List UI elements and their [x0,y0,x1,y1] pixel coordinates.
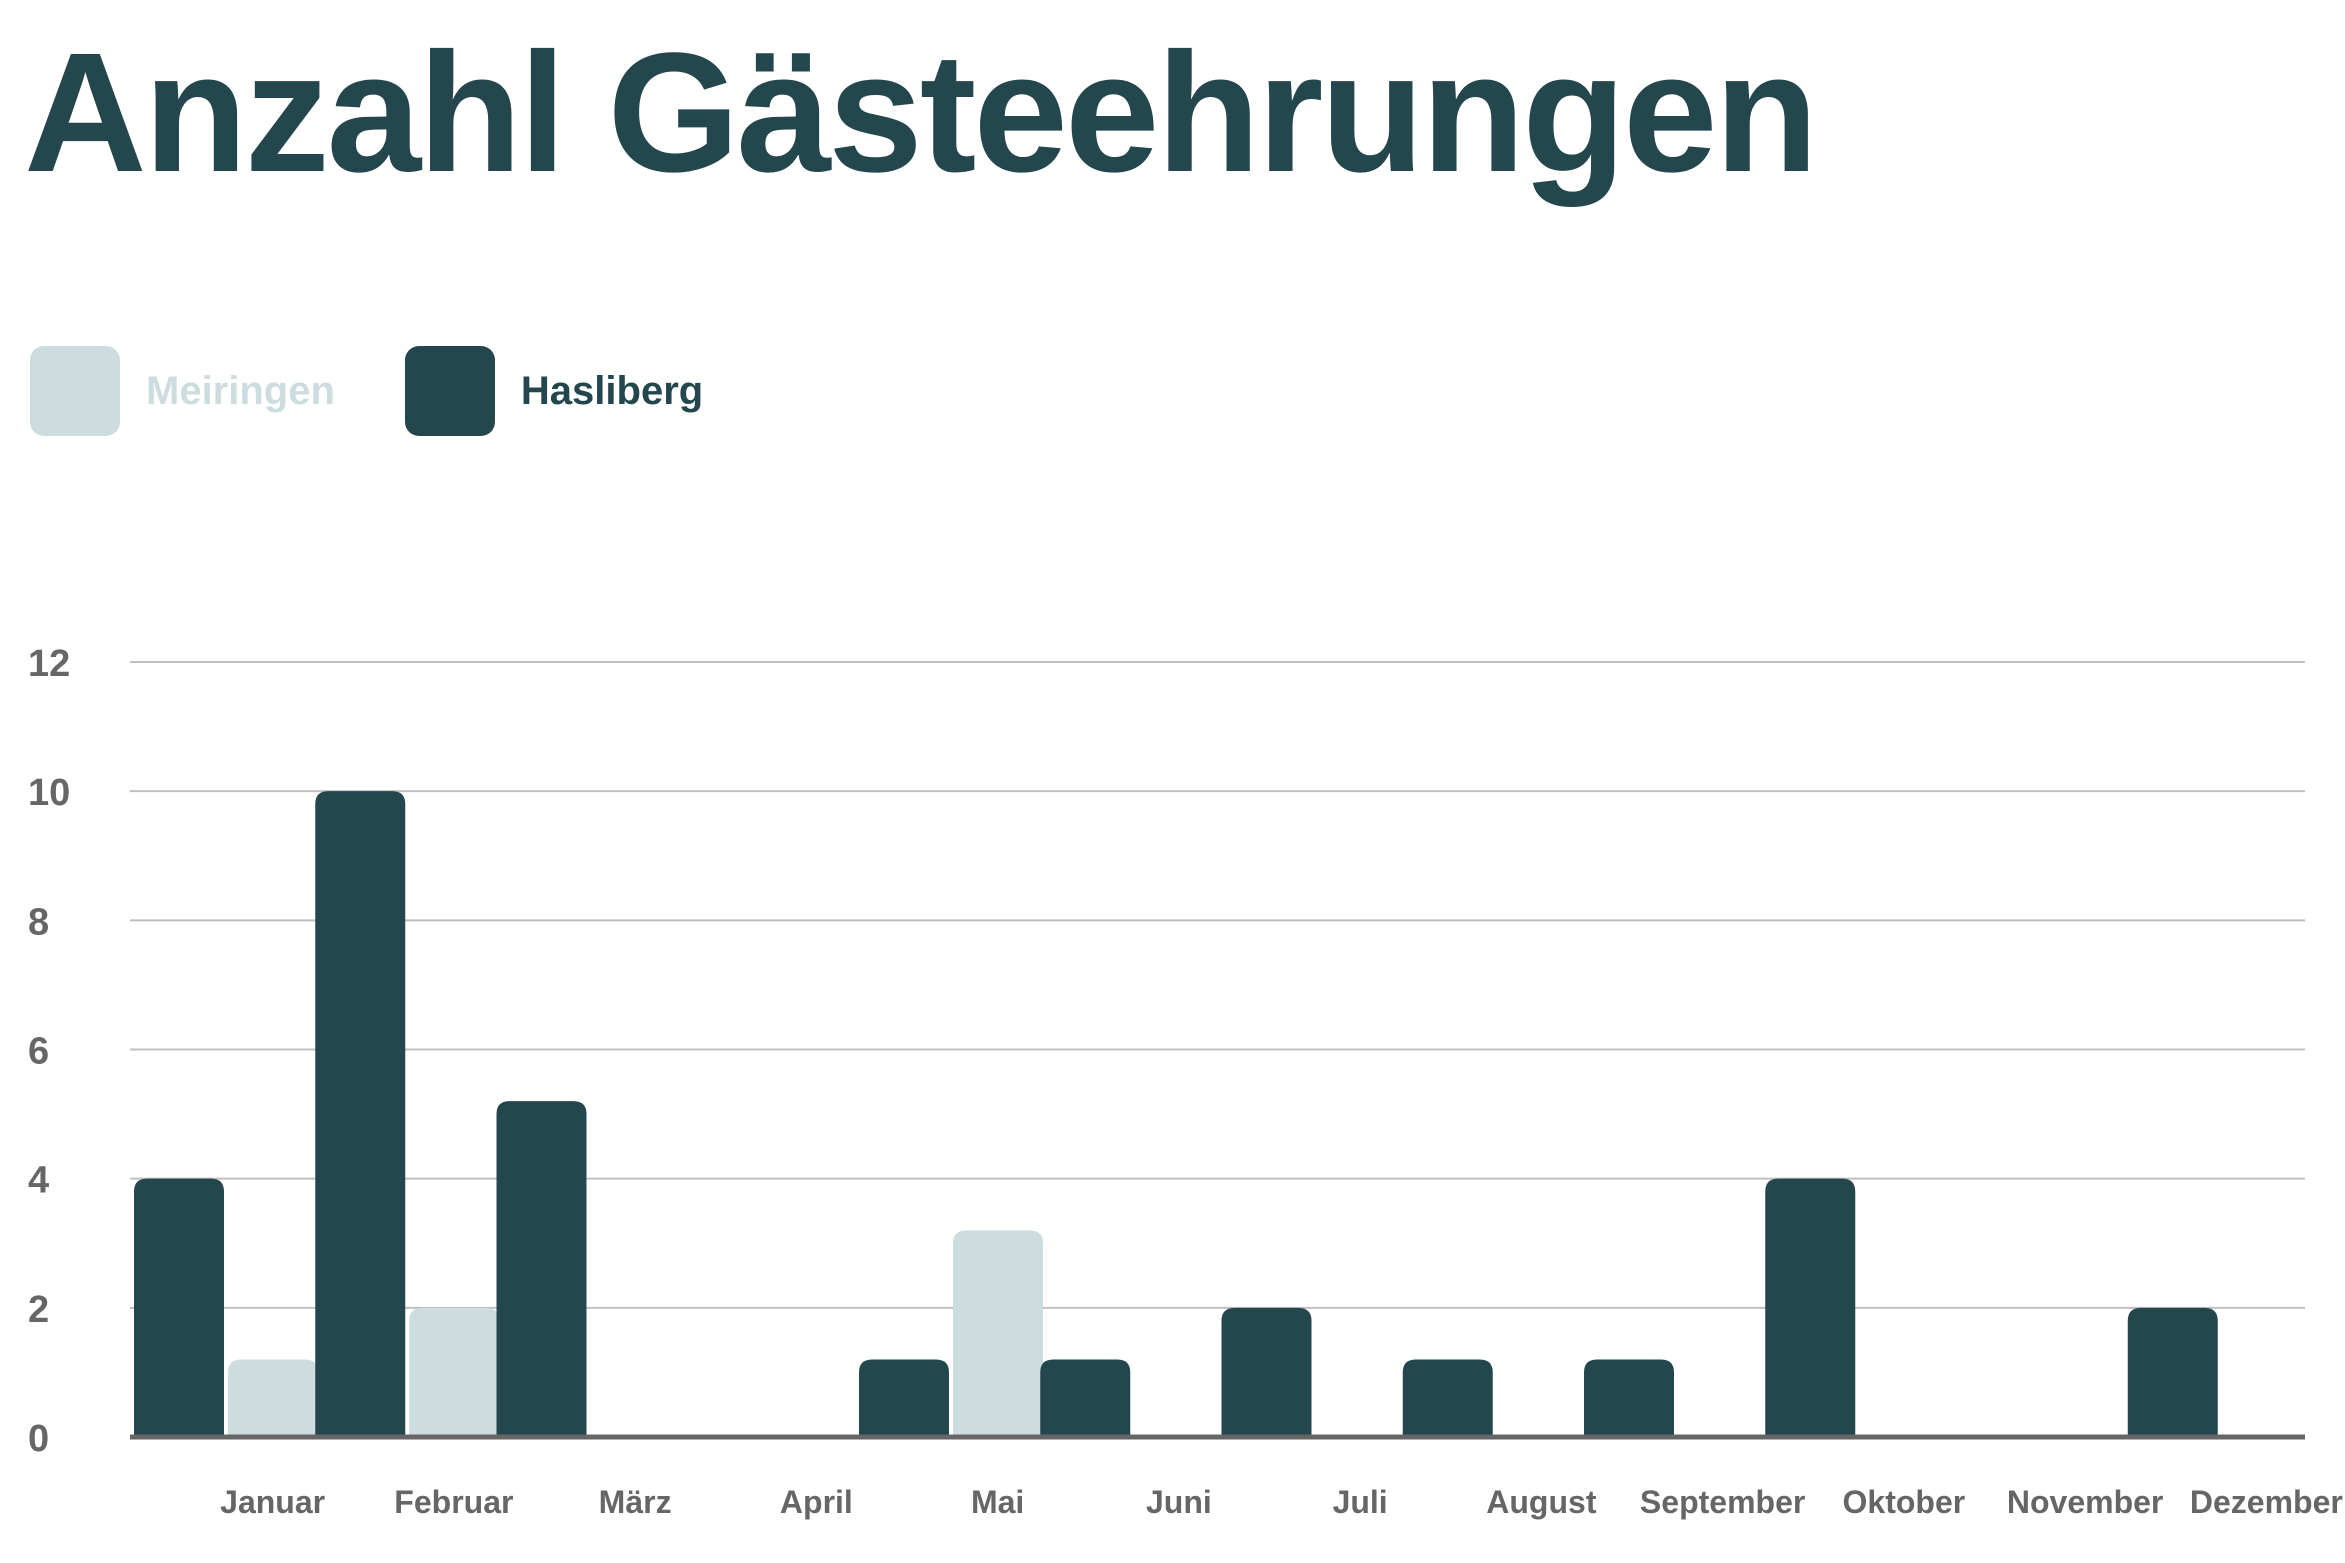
legend-item-meiringen: Meiringen [30,346,335,436]
bar-hasliberg [1765,1178,1856,1437]
bar-hasliberg [134,1178,224,1437]
y-tick-label: 0 [28,1418,49,1460]
bar-hasliberg [1402,1359,1493,1437]
bar-hasliberg [496,1101,587,1437]
x-tick-label: April [780,1484,853,1520]
x-tick-label: Mai [971,1484,1024,1520]
bar-meiringen [409,1307,500,1437]
y-tick-label: 10 [28,772,70,814]
bar-hasliberg [1040,1359,1131,1437]
x-tick-label: Januar [220,1484,325,1520]
bar-hasliberg [1221,1307,1312,1437]
y-tick-label: 4 [28,1160,49,1202]
x-tick-label: Dezember [2190,1484,2343,1520]
x-tick-label: Februar [394,1484,513,1520]
bar-hasliberg [2127,1307,2218,1437]
x-tick-label: September [1640,1484,1805,1520]
legend-label-hasliberg: Hasliberg [520,368,704,413]
x-tick-label: August [1486,1484,1597,1520]
x-tick-label: Oktober [1843,1484,1966,1520]
bar-meiringen [228,1359,318,1437]
x-tick-label: November [2007,1484,2164,1520]
x-tick-label: Juni [1146,1484,1212,1520]
legend-label-meiringen: Meiringen [146,368,335,413]
y-tick-label: 6 [28,1031,49,1073]
legend-swatch-hasliberg [404,346,495,436]
legend: Meiringen Hasliberg [30,346,773,436]
bar-hasliberg [1584,1359,1674,1437]
y-tick-label: 12 [28,643,70,685]
legend-item-hasliberg: Hasliberg [404,346,704,436]
bar-hasliberg [859,1359,949,1437]
legend-swatch-meiringen [30,346,120,436]
y-tick-label: 8 [28,901,49,943]
chart-title: Anzahl Gästeehrungen [24,18,1818,208]
bar-hasliberg [315,791,406,1437]
bar-meiringen [953,1230,1043,1437]
y-tick-label: 2 [28,1289,49,1331]
x-tick-label: März [599,1484,672,1520]
x-tick-label: Juli [1333,1484,1388,1520]
